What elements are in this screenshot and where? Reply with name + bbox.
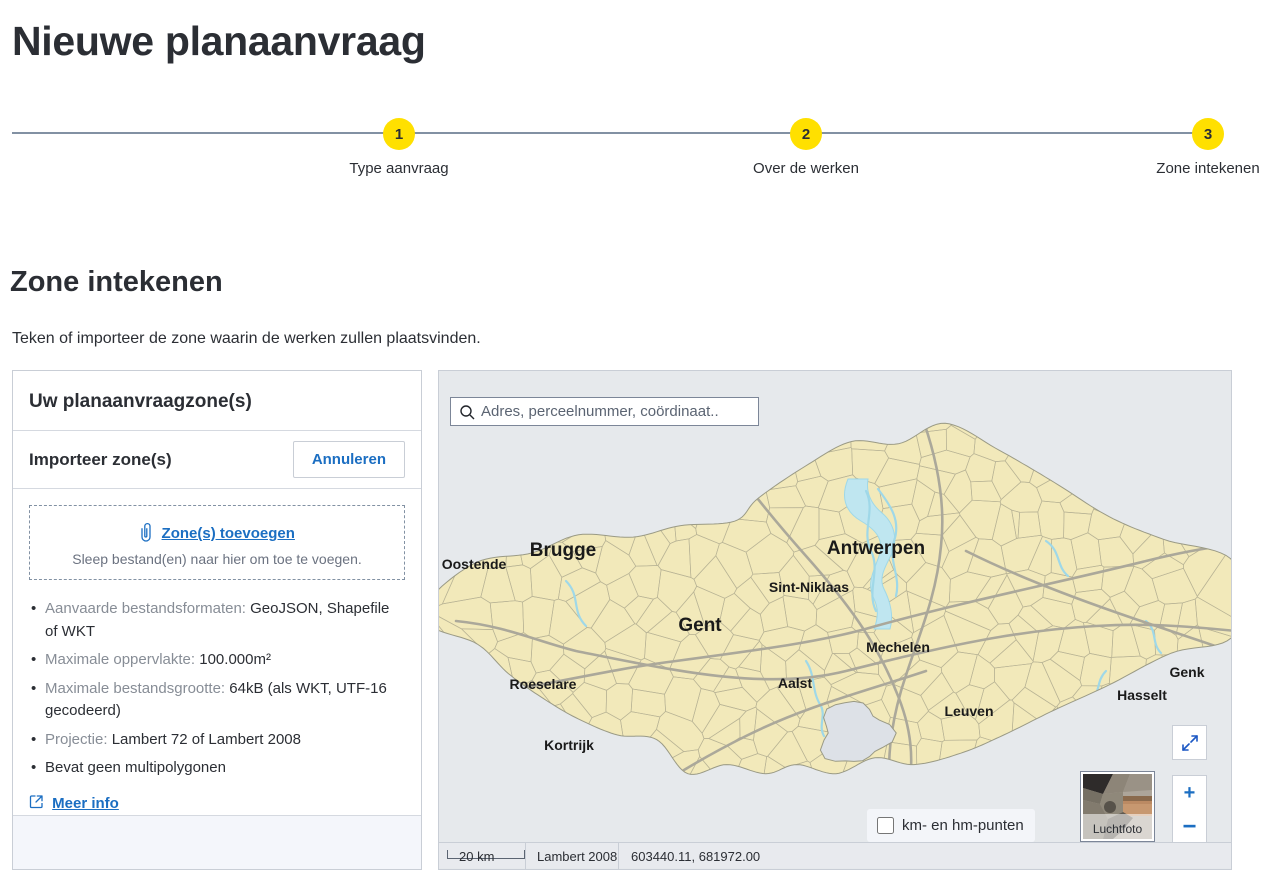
svg-text:Antwerpen: Antwerpen <box>827 538 925 559</box>
svg-text:Kortrijk: Kortrijk <box>544 737 594 753</box>
svg-text:Roeselare: Roeselare <box>510 676 577 692</box>
svg-text:Mechelen: Mechelen <box>866 639 930 655</box>
svg-text:Aalst: Aalst <box>778 675 813 691</box>
svg-text:Leuven: Leuven <box>944 703 993 719</box>
svg-text:Hasselt: Hasselt <box>1117 687 1167 703</box>
svg-text:Oostende: Oostende <box>442 556 507 572</box>
svg-text:Sint-Niklaas: Sint-Niklaas <box>769 579 849 595</box>
svg-text:Brugge: Brugge <box>530 540 597 561</box>
svg-text:Genk: Genk <box>1169 664 1204 680</box>
svg-text:Gent: Gent <box>678 615 722 636</box>
